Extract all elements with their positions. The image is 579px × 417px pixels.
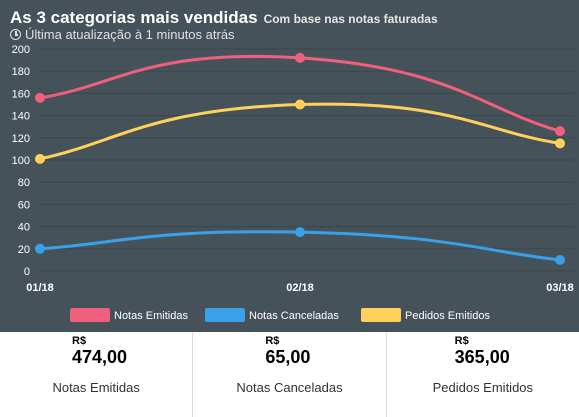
y-tick-label: 100 — [12, 155, 30, 167]
line-chart: 0 20 40 60 80 100 120 140 160 180 200 01/18 02/18 03/… — [12, 44, 575, 322]
data-point — [555, 254, 565, 265]
data-point — [35, 153, 45, 164]
data-point — [35, 92, 45, 103]
summary-row: R$ 474,00 Notas Emitidas R$ 65,00 Notas … — [0, 332, 579, 417]
data-point — [295, 99, 305, 110]
summary-label: Notas Emitidas — [52, 380, 140, 395]
x-tick-label: 02/18 — [286, 282, 314, 294]
summary-pedidos-emitidos: R$ 365,00 Pedidos Emitidos — [385, 332, 579, 417]
series-line — [39, 102, 561, 161]
summary-notas-emitidas: R$ 474,00 Notas Emitidas — [0, 332, 192, 417]
y-tick-label: 200 — [12, 44, 30, 56]
clock-icon — [10, 29, 21, 40]
y-tick-label: 80 — [18, 177, 30, 189]
y-tick-label: 160 — [12, 88, 30, 100]
y-tick-label: 40 — [18, 222, 30, 234]
data-point — [295, 52, 305, 63]
legend-swatch — [361, 308, 401, 322]
data-point — [555, 126, 565, 137]
data-point — [295, 227, 305, 238]
y-tick-label: 120 — [12, 133, 30, 145]
legend-label: Notas Canceladas — [249, 310, 339, 322]
data-point — [555, 138, 565, 149]
legend-swatch — [205, 308, 245, 322]
last-updated: Última atualização à 1 minutos atrás — [10, 27, 235, 42]
summary-amount: 365,00 — [454, 347, 510, 367]
legend-label: Notas Emitidas — [114, 310, 188, 322]
summary-currency: R$ — [72, 335, 87, 347]
summary-currency: R$ — [454, 335, 469, 347]
chart-header: As 3 categorias mais vendidas Com base na… — [10, 8, 570, 28]
y-tick-label: 20 — [18, 244, 30, 256]
summary-amount: 65,00 — [265, 347, 311, 367]
chart-panel: 0 20 40 60 80 100 120 140 160 180 200 01/18 02/18 03/… — [0, 0, 579, 332]
y-tick-label: 60 — [18, 199, 30, 211]
last-updated-text: Última atualização à 1 minutos atrás — [25, 27, 235, 42]
y-tick-label: 0 — [24, 266, 30, 278]
legend-swatch — [70, 308, 110, 322]
y-tick-label: 140 — [12, 111, 30, 123]
chart-title: As 3 categorias mais vendidas — [10, 8, 258, 27]
summary-currency: R$ — [265, 335, 280, 347]
data-point — [35, 243, 45, 254]
x-tick-label: 01/18 — [26, 282, 54, 294]
chart-subtitle: Com base nas notas faturadas — [263, 12, 438, 26]
summary-notas-canceladas: R$ 65,00 Notas Canceladas — [192, 332, 385, 417]
legend-label: Pedidos Emitidos — [405, 310, 490, 322]
summary-label: Pedidos Emitidos — [432, 380, 534, 395]
summary-amount: 474,00 — [72, 347, 128, 367]
y-tick-label: 180 — [12, 66, 30, 78]
summary-label: Notas Canceladas — [236, 380, 343, 395]
x-tick-label: 03/18 — [546, 282, 574, 294]
